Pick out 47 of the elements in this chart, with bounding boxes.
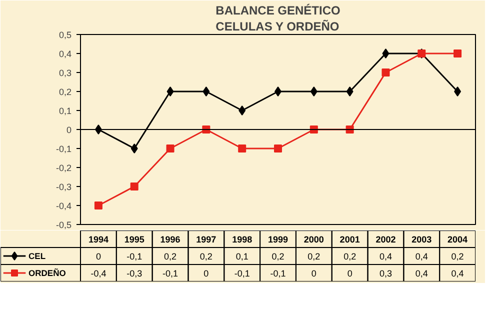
data-label: 0: [96, 252, 101, 262]
data-label: -0,1: [270, 268, 286, 278]
x-tick-label: 2002: [376, 234, 396, 244]
y-tick-label: -0,2: [56, 163, 72, 173]
x-tick-label: 1997: [196, 234, 216, 244]
data-label: 0,3: [379, 268, 392, 278]
data-label: 0,1: [236, 252, 248, 262]
data-label: 0,4: [415, 268, 428, 278]
y-tick-label: -0,5: [56, 220, 72, 230]
data-label: 0,2: [272, 252, 284, 262]
y-tick-label: 0,3: [58, 68, 72, 78]
y-tick-label: 0,5: [58, 30, 72, 40]
data-label: 0: [311, 268, 316, 278]
data-label: 0,2: [308, 252, 320, 262]
x-tick-label: 2003: [412, 234, 432, 244]
x-tick-label: 1995: [124, 234, 144, 244]
data-label: 0,4: [451, 268, 464, 278]
data-label: 0,4: [415, 252, 428, 262]
legend-label: ORDEÑO: [28, 268, 66, 278]
x-tick-label: 2004: [448, 234, 468, 244]
x-tick-label: 1998: [232, 234, 252, 244]
data-label: 0: [347, 268, 352, 278]
y-tick-label: 0,1: [58, 106, 72, 116]
data-label: -0,1: [126, 252, 142, 262]
y-tick-label: -0,4: [56, 201, 72, 211]
y-tick-label: 0: [66, 125, 72, 135]
data-label: 0,2: [200, 252, 212, 262]
data-label: -0,4: [90, 268, 106, 278]
y-tick-label: -0,1: [56, 144, 72, 154]
data-label: -0,3: [126, 268, 142, 278]
y-tick-label: 0,4: [58, 49, 72, 59]
x-tick-label: 1994: [88, 234, 108, 244]
x-tick-label: 1999: [268, 234, 288, 244]
data-label: -0,1: [234, 268, 250, 278]
data-label: -0,1: [162, 268, 178, 278]
x-tick-label: 2000: [304, 234, 324, 244]
x-tick-label: 1996: [160, 234, 180, 244]
chart-title: BALANCE GENÉTICO CELULAS Y ORDEÑO: [216, 3, 340, 34]
data-label: 0,2: [344, 252, 356, 262]
legend-label: CEL: [28, 251, 46, 261]
data-label: 0,2: [164, 252, 177, 262]
data-label: 0,4: [379, 252, 392, 262]
y-tick-label: 0,2: [58, 87, 72, 97]
data-label: 0,2: [451, 252, 464, 262]
x-tick-label: 2001: [340, 234, 360, 244]
y-tick-label: -0,3: [56, 182, 72, 192]
data-label: 0: [204, 268, 209, 278]
